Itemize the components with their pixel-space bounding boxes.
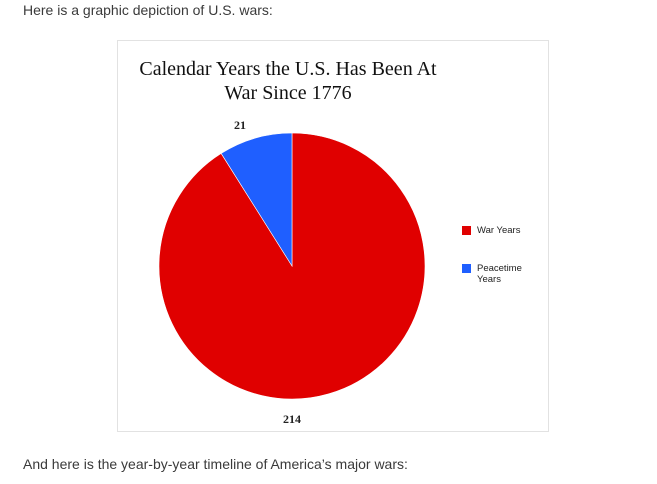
- chart-figure: Calendar Years the U.S. Has Been At War …: [117, 40, 549, 432]
- legend-label-war-years: War Years: [477, 225, 521, 236]
- outro-text: And here is the year-by-year timeline of…: [23, 456, 408, 472]
- legend-swatch-peacetime-years: [462, 264, 471, 273]
- chart-title-line-1: Calendar Years the U.S. Has Been At: [139, 58, 437, 80]
- legend-item-peacetime-years: Peacetime Years: [462, 263, 546, 285]
- legend-label-peacetime-years: Peacetime Years: [477, 263, 522, 285]
- intro-text: Here is a graphic depiction of U.S. wars…: [23, 2, 273, 18]
- legend-item-war-years: War Years: [462, 225, 546, 236]
- pie-slice-peacetime-years: [220, 132, 293, 268]
- chart-legend: War Years Peacetime Years: [462, 225, 546, 312]
- pie-chart: 214 21: [158, 118, 426, 426]
- data-label-peacetime-years: 21: [234, 118, 246, 132]
- legend-swatch-war-years: [462, 226, 471, 235]
- chart-title-line-2: War Since 1776: [224, 82, 352, 104]
- chart-title: Calendar Years the U.S. Has Been At War …: [118, 57, 458, 105]
- data-label-war-years: 214: [283, 412, 301, 426]
